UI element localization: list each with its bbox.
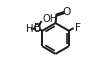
Text: F: F	[75, 23, 81, 33]
Text: O: O	[63, 7, 71, 17]
Text: HO: HO	[26, 24, 41, 34]
Text: B: B	[34, 23, 42, 33]
Text: OH: OH	[42, 14, 57, 24]
